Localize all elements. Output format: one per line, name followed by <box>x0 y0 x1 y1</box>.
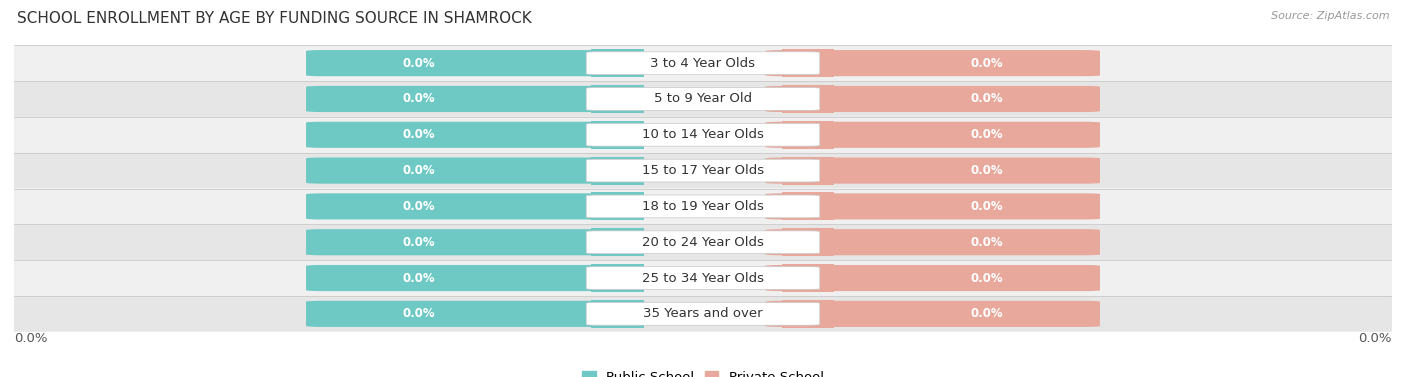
Text: 18 to 19 Year Olds: 18 to 19 Year Olds <box>643 200 763 213</box>
FancyBboxPatch shape <box>782 156 834 185</box>
FancyBboxPatch shape <box>592 300 644 328</box>
FancyBboxPatch shape <box>765 229 1099 255</box>
Text: 10 to 14 Year Olds: 10 to 14 Year Olds <box>643 128 763 141</box>
FancyBboxPatch shape <box>782 264 834 292</box>
FancyBboxPatch shape <box>765 86 1099 112</box>
Text: 0.0%: 0.0% <box>970 271 1004 285</box>
FancyBboxPatch shape <box>307 229 641 255</box>
FancyBboxPatch shape <box>14 224 1392 260</box>
FancyBboxPatch shape <box>586 87 820 110</box>
FancyBboxPatch shape <box>307 158 641 184</box>
FancyBboxPatch shape <box>586 52 820 75</box>
FancyBboxPatch shape <box>765 122 1099 148</box>
FancyBboxPatch shape <box>586 159 820 182</box>
Text: SCHOOL ENROLLMENT BY AGE BY FUNDING SOURCE IN SHAMROCK: SCHOOL ENROLLMENT BY AGE BY FUNDING SOUR… <box>17 11 531 26</box>
Text: 15 to 17 Year Olds: 15 to 17 Year Olds <box>643 164 763 177</box>
FancyBboxPatch shape <box>592 49 644 77</box>
FancyBboxPatch shape <box>307 86 641 112</box>
FancyBboxPatch shape <box>592 156 644 185</box>
Text: 25 to 34 Year Olds: 25 to 34 Year Olds <box>643 271 763 285</box>
Text: 0.0%: 0.0% <box>970 128 1004 141</box>
Text: 0.0%: 0.0% <box>14 332 48 345</box>
FancyBboxPatch shape <box>765 265 1099 291</box>
Text: 0.0%: 0.0% <box>402 271 436 285</box>
Text: 5 to 9 Year Old: 5 to 9 Year Old <box>654 92 752 106</box>
Text: 0.0%: 0.0% <box>970 200 1004 213</box>
FancyBboxPatch shape <box>586 123 820 146</box>
FancyBboxPatch shape <box>14 296 1392 332</box>
FancyBboxPatch shape <box>14 188 1392 224</box>
Text: 0.0%: 0.0% <box>970 236 1004 249</box>
FancyBboxPatch shape <box>307 122 641 148</box>
FancyBboxPatch shape <box>782 300 834 328</box>
FancyBboxPatch shape <box>782 85 834 113</box>
FancyBboxPatch shape <box>586 302 820 325</box>
Text: 20 to 24 Year Olds: 20 to 24 Year Olds <box>643 236 763 249</box>
FancyBboxPatch shape <box>592 121 644 149</box>
Text: Source: ZipAtlas.com: Source: ZipAtlas.com <box>1271 11 1389 21</box>
FancyBboxPatch shape <box>782 192 834 221</box>
FancyBboxPatch shape <box>14 153 1392 188</box>
FancyBboxPatch shape <box>14 81 1392 117</box>
Text: 0.0%: 0.0% <box>970 92 1004 106</box>
FancyBboxPatch shape <box>782 121 834 149</box>
Text: 35 Years and over: 35 Years and over <box>643 307 763 320</box>
FancyBboxPatch shape <box>782 228 834 256</box>
FancyBboxPatch shape <box>592 192 644 221</box>
FancyBboxPatch shape <box>586 267 820 290</box>
Text: 0.0%: 0.0% <box>402 92 436 106</box>
FancyBboxPatch shape <box>765 301 1099 327</box>
FancyBboxPatch shape <box>14 45 1392 81</box>
FancyBboxPatch shape <box>592 228 644 256</box>
FancyBboxPatch shape <box>14 260 1392 296</box>
Text: 0.0%: 0.0% <box>402 236 436 249</box>
Text: 0.0%: 0.0% <box>1358 332 1392 345</box>
Text: 0.0%: 0.0% <box>970 307 1004 320</box>
FancyBboxPatch shape <box>592 264 644 292</box>
FancyBboxPatch shape <box>14 117 1392 153</box>
FancyBboxPatch shape <box>307 50 641 76</box>
Text: 0.0%: 0.0% <box>970 164 1004 177</box>
FancyBboxPatch shape <box>307 301 641 327</box>
FancyBboxPatch shape <box>586 195 820 218</box>
Text: 0.0%: 0.0% <box>402 57 436 70</box>
Text: 0.0%: 0.0% <box>402 307 436 320</box>
Text: 0.0%: 0.0% <box>970 57 1004 70</box>
FancyBboxPatch shape <box>592 85 644 113</box>
FancyBboxPatch shape <box>586 231 820 254</box>
Text: 0.0%: 0.0% <box>402 128 436 141</box>
Text: 0.0%: 0.0% <box>402 200 436 213</box>
FancyBboxPatch shape <box>765 50 1099 76</box>
FancyBboxPatch shape <box>765 193 1099 219</box>
FancyBboxPatch shape <box>307 193 641 219</box>
FancyBboxPatch shape <box>782 49 834 77</box>
Legend: Public School, Private School: Public School, Private School <box>578 367 828 377</box>
Text: 3 to 4 Year Olds: 3 to 4 Year Olds <box>651 57 755 70</box>
FancyBboxPatch shape <box>765 158 1099 184</box>
FancyBboxPatch shape <box>307 265 641 291</box>
Text: 0.0%: 0.0% <box>402 164 436 177</box>
